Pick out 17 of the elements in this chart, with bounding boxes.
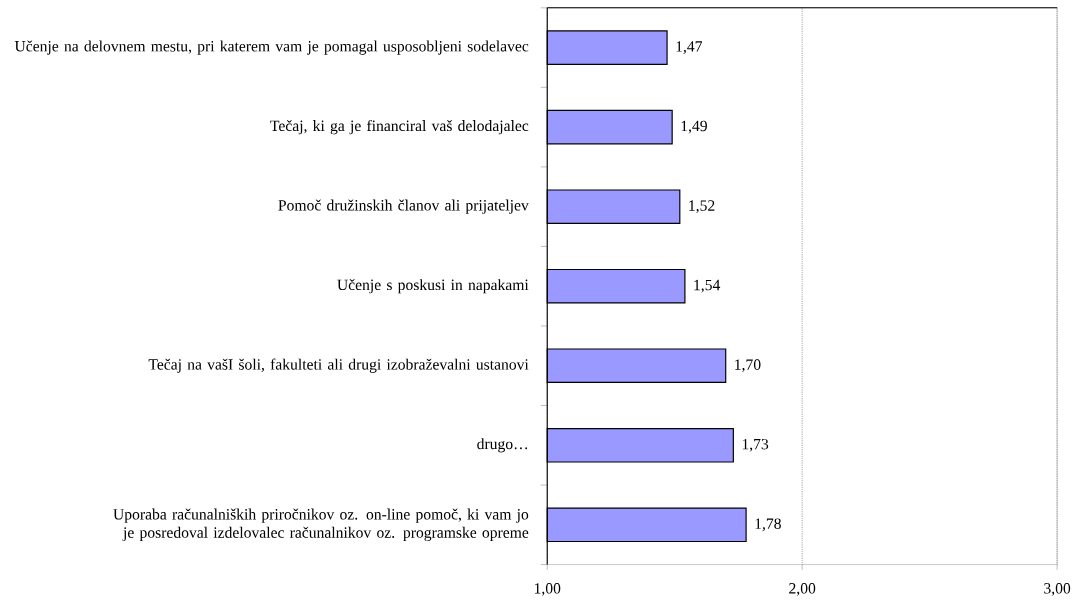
data-label: 1,70 [735, 359, 761, 372]
data-label: 1,78 [755, 518, 781, 531]
x-tick-label: 1,00 [534, 582, 561, 596]
y-tick-label: Tečaj, ki ga je financiral vaš delodajalec [270, 119, 529, 135]
x-tick-label: 3,00 [1044, 582, 1071, 596]
data-label: 1,47 [676, 41, 703, 54]
y-tick-label: Tečaj na vašI šoli, fakulteti ali drugi izobraževalni ustanovi [148, 358, 529, 373]
y-tick-label: drugo… [477, 437, 528, 453]
data-label: 1,49 [681, 120, 707, 134]
y-tick-label: Pomoč družinskih članov ali prijateljev [278, 199, 529, 214]
data-label: 1,54 [694, 279, 721, 293]
y-tick-label: Učenje s poskusi in napakami [337, 278, 529, 294]
y-tick-label: Uporaba računalniških priročnikov oz. on-line pomoč, ki vam jo je posredoval izdelovalec računalnikov oz. programske opreme [113, 508, 529, 541]
y-tick-label: Učenje na delovnem mestu, pri katerem vam je pomagal usposobljeni sodelavec [14, 40, 529, 55]
data-label: 1,52 [689, 200, 715, 213]
data-label: 1,73 [742, 438, 769, 452]
x-tick-label: 2,00 [789, 582, 816, 596]
